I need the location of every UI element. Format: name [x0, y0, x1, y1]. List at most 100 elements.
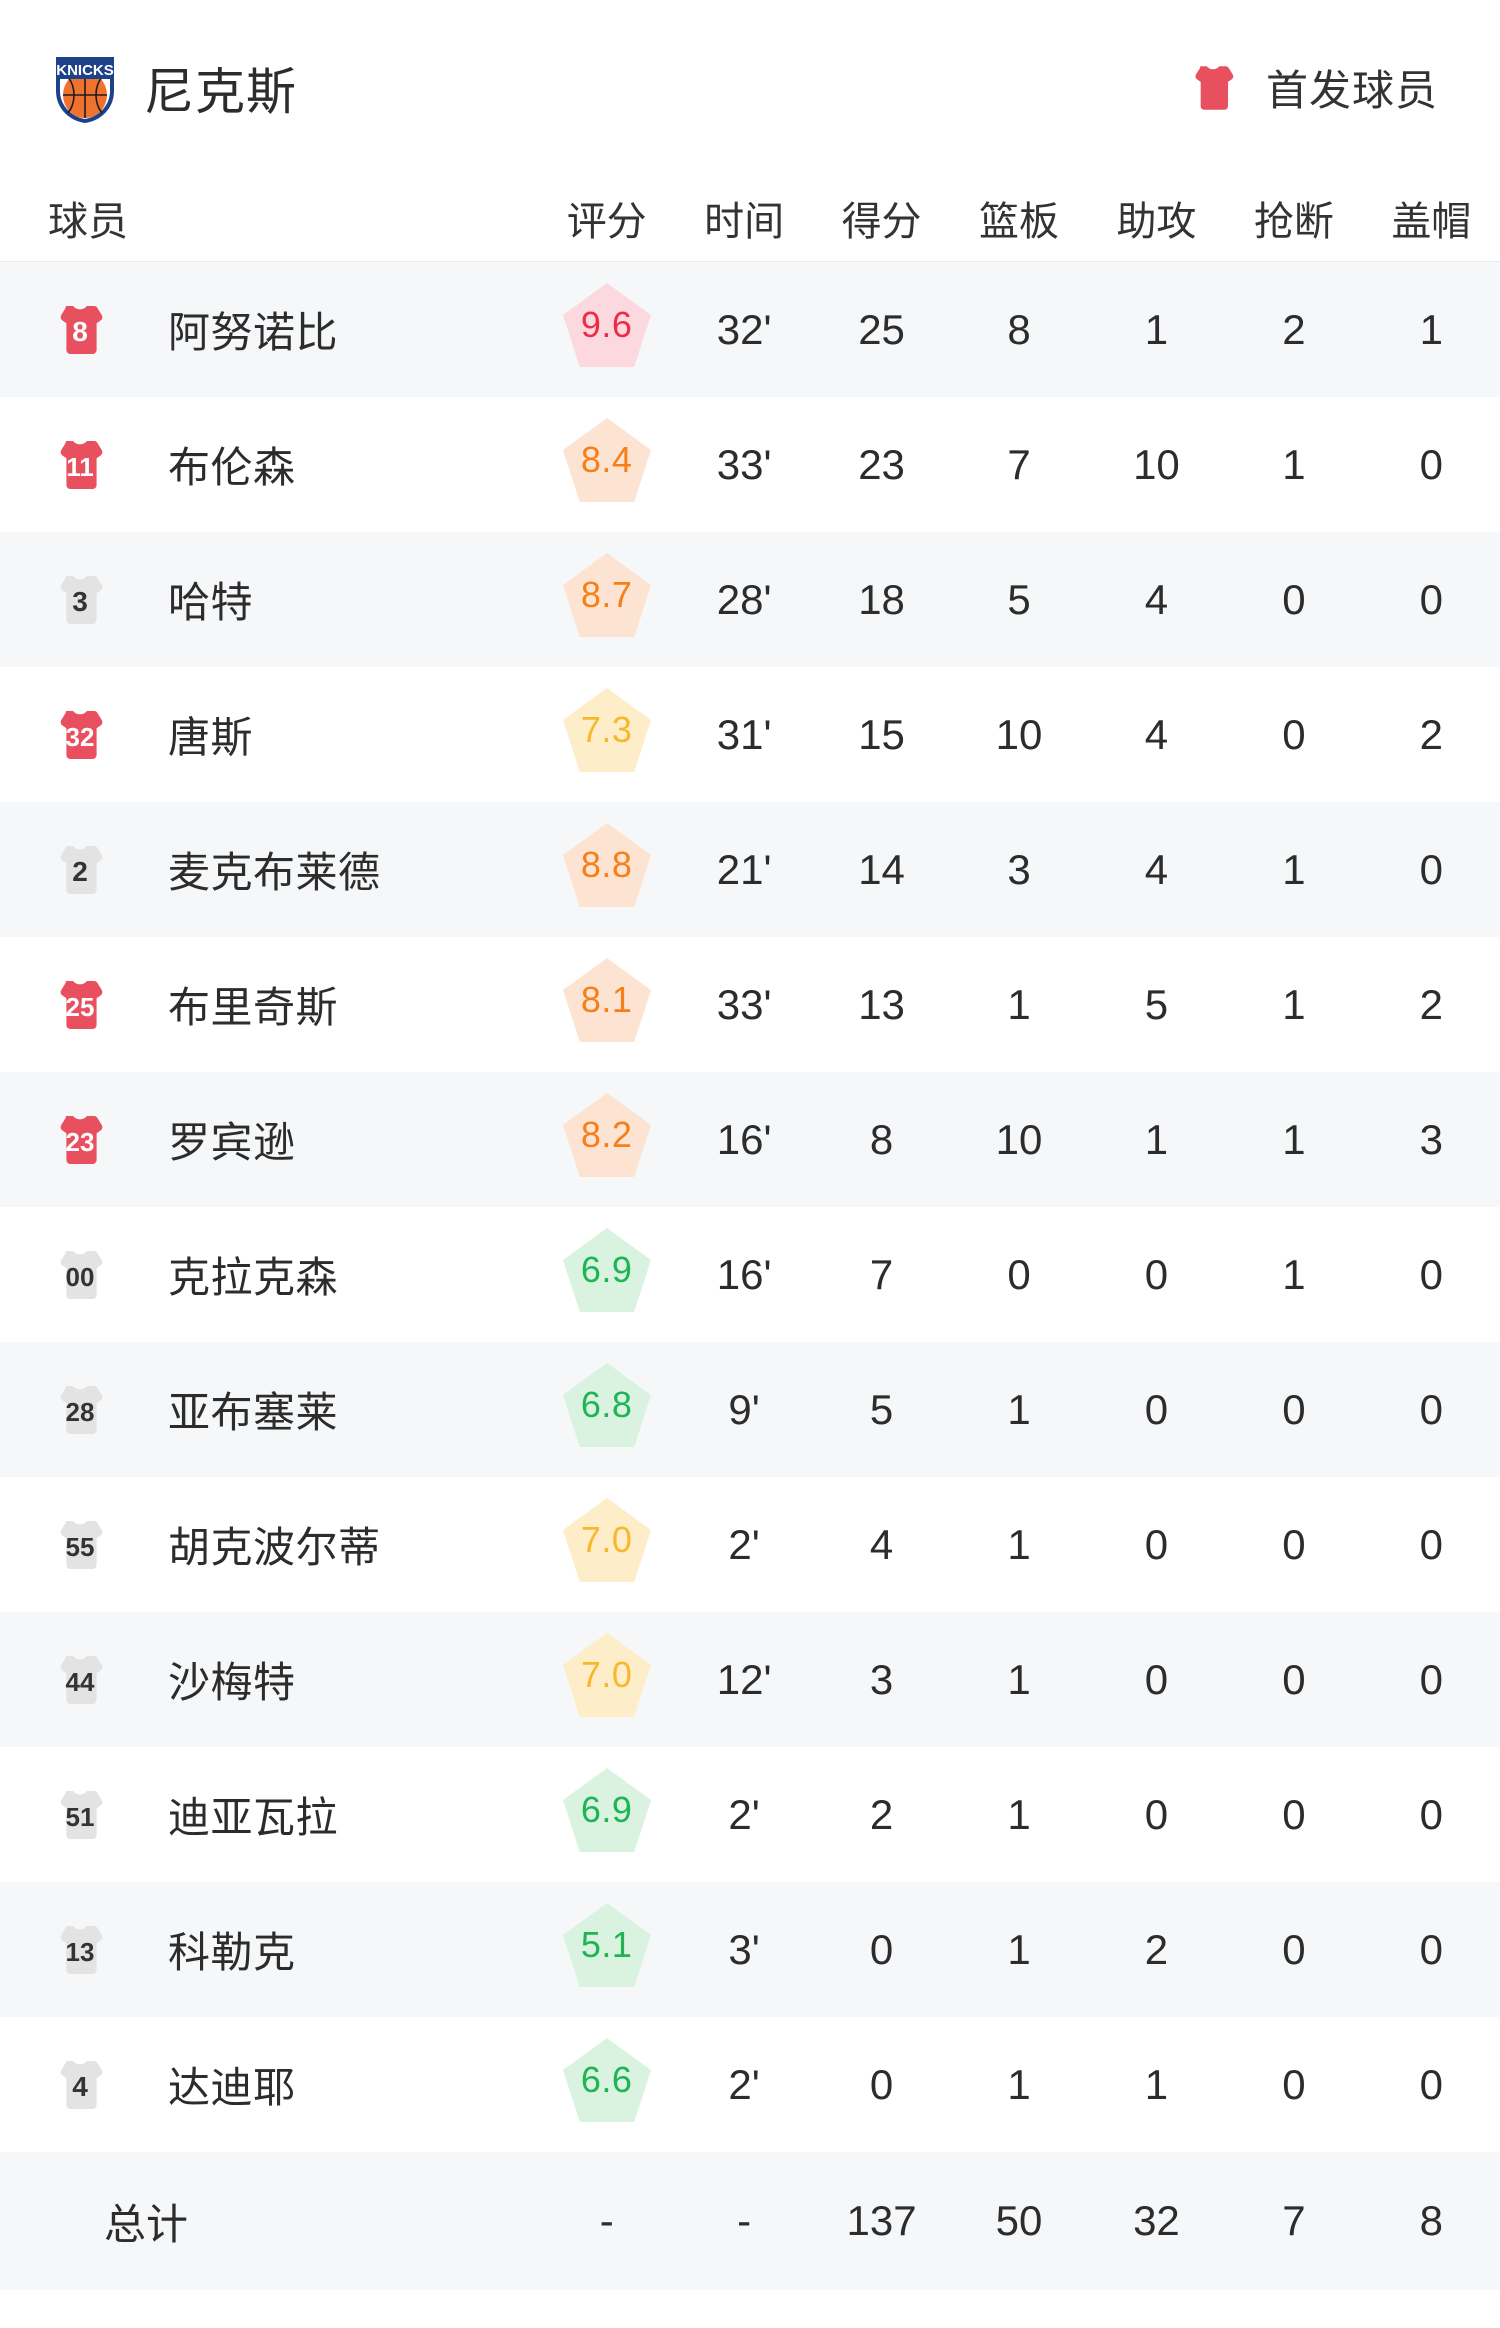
- minutes-played: 2': [728, 2060, 760, 2108]
- knicks-logo: KNICKS: [48, 51, 122, 125]
- jersey-icon: 3: [48, 568, 112, 632]
- column-header-blocks[interactable]: 盖帽: [1391, 200, 1472, 244]
- table-row[interactable]: 3 哈特 8.7 28' 18 5 4 0 0: [0, 532, 1500, 667]
- jersey-number: 44: [65, 1666, 95, 1697]
- stat-points: 2: [869, 1790, 894, 1838]
- jersey-number: 51: [65, 1801, 95, 1832]
- column-header-rebounds[interactable]: 篮板: [979, 200, 1059, 244]
- team-name: 尼克斯: [144, 63, 297, 120]
- rating-badge: 8.8: [559, 819, 655, 915]
- player-name: 唐斯: [168, 714, 254, 761]
- rating-badge: 8.2: [559, 1089, 655, 1185]
- minutes-played: 16': [716, 1115, 772, 1163]
- stat-points: 5: [869, 1385, 894, 1433]
- box-score-table: 球员 评分 时间 得分 篮板 助攻 抢断 盖帽 8 阿努诺比 9.6 32' 25 8 1 2…: [0, 175, 1500, 2290]
- minutes-played: 33': [716, 980, 772, 1028]
- jersey-icon: 8: [48, 298, 112, 362]
- column-header-time[interactable]: 时间: [704, 200, 785, 244]
- jersey-icon: 4: [48, 2053, 112, 2117]
- stat-steals: 0: [1282, 2060, 1306, 2108]
- rating-badge: 6.9: [559, 1224, 655, 1320]
- column-header-steals[interactable]: 抢断: [1253, 200, 1334, 244]
- table-row[interactable]: 32 唐斯 7.3 31' 15 10 4 0 2: [0, 667, 1500, 802]
- stat-steals: 2: [1282, 305, 1306, 353]
- stat-assists: 10: [1133, 440, 1180, 488]
- stat-points: 23: [858, 440, 905, 488]
- column-header-rating[interactable]: 评分: [566, 200, 647, 244]
- player-name: 迪亚瓦拉: [168, 1794, 339, 1841]
- totals-steals: 7: [1282, 2197, 1306, 2244]
- minutes-played: 2': [728, 1790, 760, 1838]
- table-row[interactable]: 13 科勒克 5.1 3' 0 1 2 0 0: [0, 1882, 1500, 2017]
- stat-assists: 0: [1144, 1385, 1169, 1433]
- stat-points: 0: [869, 1925, 894, 1973]
- table-row[interactable]: 25 布里奇斯 8.1 33' 13 1 5 1 2: [0, 937, 1500, 1072]
- stat-assists: 1: [1144, 1115, 1169, 1163]
- rating-badge: 9.6: [559, 279, 655, 375]
- rating-badge: 8.1: [559, 954, 655, 1050]
- table-body: 8 阿努诺比 9.6 32' 25 8 1 2 1 11 布伦森 8.4 33' 23 7 10 1 0 3 哈特 8.…: [0, 262, 1500, 2152]
- table-row[interactable]: 2 麦克布莱德 8.8 21' 14 3 4 1 0: [0, 802, 1500, 937]
- stat-points: 4: [869, 1520, 894, 1568]
- table-row[interactable]: 44 沙梅特 7.0 12' 3 1 0 0 0: [0, 1612, 1500, 1747]
- stat-steals: 1: [1282, 980, 1306, 1028]
- totals-points: 137: [846, 2197, 917, 2244]
- stat-blocks: 0: [1419, 2060, 1443, 2108]
- table-row[interactable]: 23 罗宾逊 8.2 16' 8 10 1 1 3: [0, 1072, 1500, 1207]
- column-header-player[interactable]: 球员: [48, 200, 128, 244]
- minutes-played: 9': [728, 1385, 760, 1433]
- player-name: 阿努诺比: [168, 309, 339, 356]
- table-row[interactable]: 00 克拉克森 6.9 16' 7 0 0 1 0: [0, 1207, 1500, 1342]
- rating-badge: 6.8: [559, 1359, 655, 1455]
- minutes-played: 12': [716, 1655, 772, 1703]
- player-name: 布里奇斯: [168, 984, 339, 1031]
- rating-value: 7.3: [580, 709, 633, 750]
- jersey-icon: 13: [48, 1918, 112, 1982]
- totals-rating: -: [599, 2197, 614, 2244]
- stat-steals: 0: [1282, 710, 1306, 758]
- stat-blocks: 0: [1419, 1250, 1443, 1298]
- stat-rebounds: 3: [1007, 845, 1031, 893]
- table-row[interactable]: 8 阿努诺比 9.6 32' 25 8 1 2 1: [0, 262, 1500, 397]
- column-header-assists[interactable]: 助攻: [1116, 200, 1197, 244]
- stat-steals: 0: [1282, 1790, 1306, 1838]
- rating-badge: 7.0: [559, 1629, 655, 1725]
- table-row[interactable]: 28 亚布塞莱 6.8 9' 5 1 0 0 0: [0, 1342, 1500, 1477]
- stat-blocks: 0: [1419, 1790, 1443, 1838]
- stat-assists: 5: [1144, 980, 1169, 1028]
- stat-points: 8: [869, 1115, 894, 1163]
- jersey-number: 00: [65, 1261, 95, 1292]
- jersey-number: 11: [66, 451, 94, 482]
- player-name: 沙梅特: [168, 1659, 296, 1706]
- stat-points: 14: [858, 845, 905, 893]
- stat-rebounds: 1: [1007, 1655, 1031, 1703]
- player-name: 达迪耶: [168, 2064, 296, 2111]
- table-row[interactable]: 11 布伦森 8.4 33' 23 7 10 1 0: [0, 397, 1500, 532]
- jersey-number: 13: [65, 1936, 95, 1967]
- team-identity[interactable]: KNICKS 尼克斯: [48, 51, 297, 125]
- jersey-number: 4: [72, 2070, 88, 2102]
- rating-value: 7.0: [580, 1519, 633, 1560]
- stat-rebounds: 10: [995, 710, 1043, 758]
- rating-badge: 6.6: [559, 2034, 655, 2130]
- rating-badge: 8.7: [559, 549, 655, 645]
- table-row[interactable]: 4 达迪耶 6.6 2' 0 1 1 0 0: [0, 2017, 1500, 2152]
- stat-points: 7: [869, 1250, 894, 1298]
- player-name: 麦克布莱德: [168, 849, 381, 896]
- jersey-icon: 11: [48, 433, 112, 497]
- stat-rebounds: 1: [1007, 1520, 1031, 1568]
- column-header-points[interactable]: 得分: [841, 200, 922, 244]
- jersey-icon: 44: [48, 1648, 112, 1712]
- table-row[interactable]: 51 迪亚瓦拉 6.9 2' 2 1 0 0 0: [0, 1747, 1500, 1882]
- jersey-icon: 2: [48, 838, 112, 902]
- jersey-icon: 55: [48, 1513, 112, 1577]
- stat-assists: 0: [1144, 1655, 1169, 1703]
- stat-assists: 0: [1144, 1520, 1169, 1568]
- table-header-row: 球员 评分 时间 得分 篮板 助攻 抢断 盖帽: [0, 175, 1500, 262]
- stat-blocks: 0: [1419, 1655, 1443, 1703]
- table-row[interactable]: 55 胡克波尔蒂 7.0 2' 4 1 0 0 0: [0, 1477, 1500, 1612]
- stat-steals: 0: [1282, 1520, 1306, 1568]
- jersey-number: 3: [72, 585, 88, 617]
- stat-rebounds: 7: [1007, 440, 1031, 488]
- minutes-played: 31': [716, 710, 772, 758]
